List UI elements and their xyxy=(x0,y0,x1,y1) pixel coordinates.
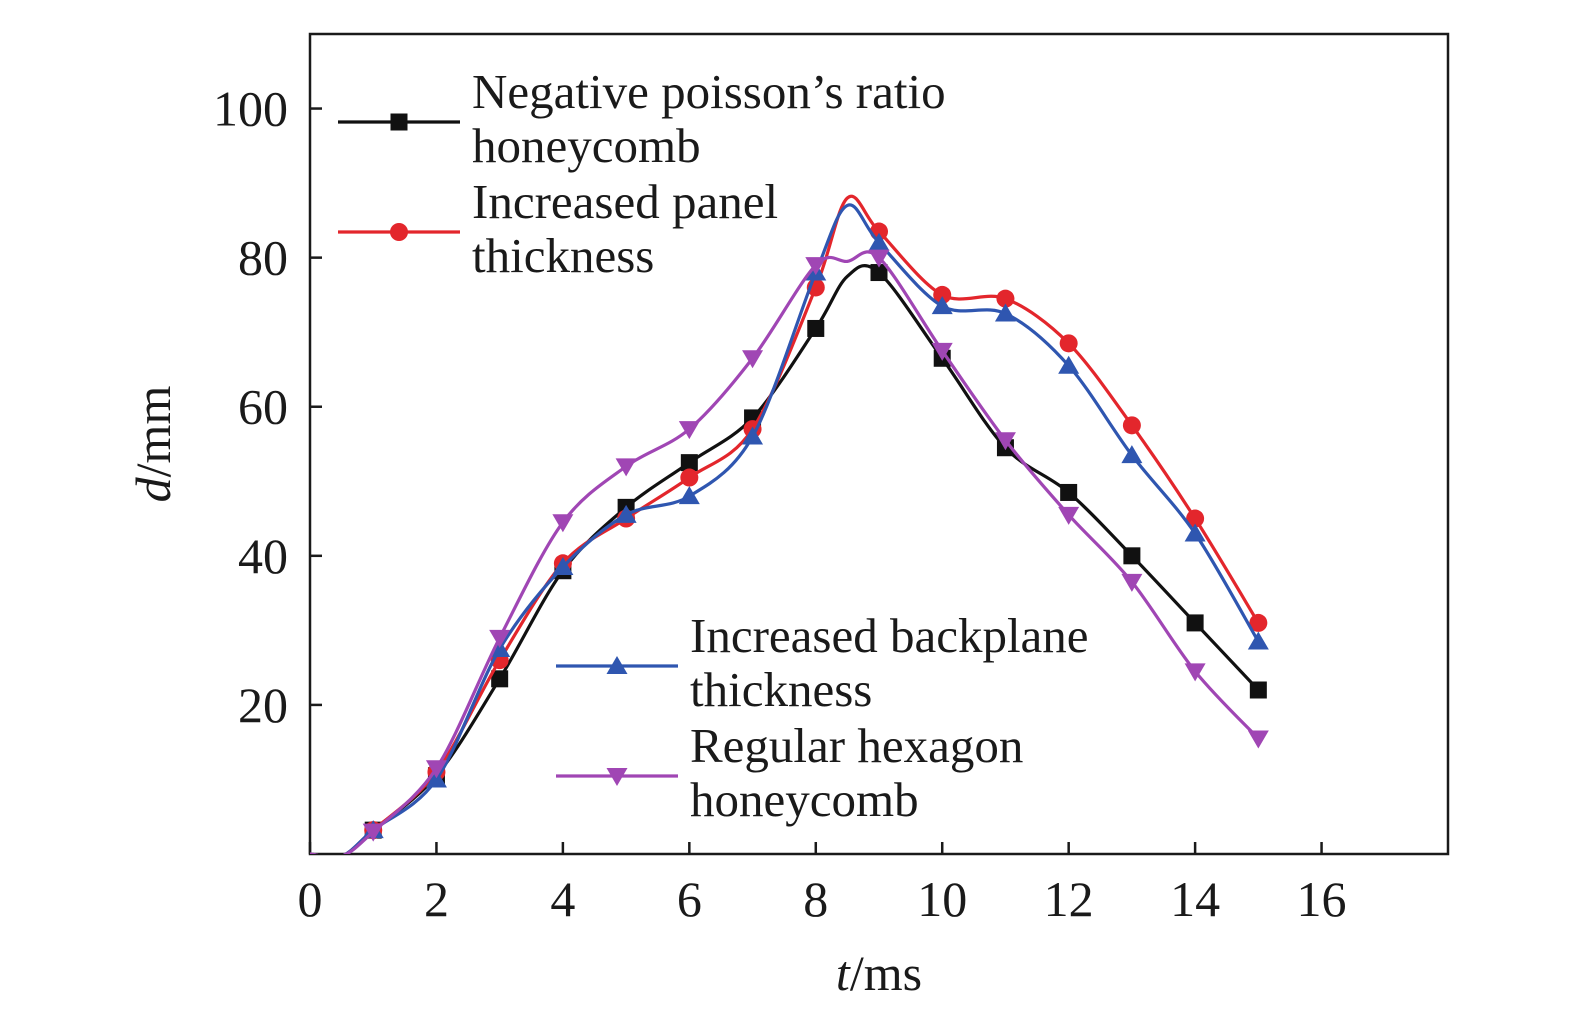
x-axis: 0 2 4 6 8 10 12 14 16 xyxy=(298,842,1347,927)
legend-label: thickness xyxy=(690,662,872,717)
data-point xyxy=(1121,445,1143,464)
legend-label: honeycomb xyxy=(690,772,919,827)
data-point xyxy=(931,296,953,315)
series-layer xyxy=(310,194,1269,854)
legend-label: honeycomb xyxy=(472,118,701,173)
x-tick-label: 0 xyxy=(298,871,323,927)
data-point xyxy=(933,285,952,304)
data-point xyxy=(994,432,1016,451)
legend-marker xyxy=(606,768,628,786)
legend-label: Negative poisson’s ratio xyxy=(472,64,946,119)
x-tick-label: 6 xyxy=(677,871,702,927)
data-point xyxy=(489,629,511,648)
x-axis-title: t/ms xyxy=(836,945,922,1001)
x-tick-label: 8 xyxy=(803,871,828,927)
data-point xyxy=(425,769,447,788)
data-point xyxy=(1060,483,1078,501)
legend-marker xyxy=(606,656,628,674)
data-point xyxy=(742,426,764,445)
series-line xyxy=(310,203,1260,854)
y-tick-label: 40 xyxy=(238,528,288,584)
data-point xyxy=(489,639,511,657)
data-point xyxy=(615,504,637,523)
data-point xyxy=(1058,506,1080,525)
data-point xyxy=(362,823,384,842)
data-point xyxy=(807,319,825,337)
data-point xyxy=(678,421,700,440)
plot-area xyxy=(308,32,1450,856)
legend-label: Increased panel xyxy=(472,174,778,229)
y-axis: 20 40 60 80 100 xyxy=(213,81,322,733)
data-point xyxy=(552,557,574,575)
y-tick-label: 20 xyxy=(238,677,288,733)
x-tick-label: 12 xyxy=(1044,871,1094,927)
data-point xyxy=(870,264,888,282)
data-point xyxy=(931,342,953,361)
legend-marker xyxy=(390,113,408,131)
data-point xyxy=(1247,631,1269,650)
data-point xyxy=(615,458,637,477)
data-point xyxy=(1122,416,1141,435)
legend-label: thickness xyxy=(472,228,654,283)
x-tick-label: 14 xyxy=(1170,871,1220,927)
data-point xyxy=(552,514,574,533)
x-tick-label: 10 xyxy=(917,871,967,927)
data-point xyxy=(1123,547,1141,565)
data-point xyxy=(425,760,447,779)
legend: Negative poisson’s ratiohoneycombIncreas… xyxy=(338,64,1089,827)
data-point xyxy=(805,257,827,276)
data-point xyxy=(1249,681,1267,699)
data-point xyxy=(1059,334,1078,353)
y-tick-label: 60 xyxy=(238,379,288,435)
legend-label: Increased backplane xyxy=(690,608,1089,663)
series-4 xyxy=(310,249,1269,854)
x-tick-label: 16 xyxy=(1297,871,1347,927)
data-point xyxy=(994,303,1016,322)
x-tick-label: 4 xyxy=(550,871,575,927)
data-point xyxy=(868,249,890,268)
data-point xyxy=(742,350,764,369)
y-tick-label: 100 xyxy=(213,81,288,137)
data-point xyxy=(1186,614,1204,632)
data-point xyxy=(1247,730,1269,749)
data-point xyxy=(491,670,509,688)
data-point xyxy=(868,232,890,251)
x-tick-label: 2 xyxy=(424,871,449,927)
data-point xyxy=(1186,509,1205,528)
data-point xyxy=(1184,523,1206,542)
data-point xyxy=(996,289,1015,308)
plot-frame xyxy=(308,32,1450,856)
legend-label: Regular hexagon xyxy=(690,718,1023,773)
data-point xyxy=(1058,355,1080,374)
legend-marker xyxy=(390,223,408,241)
y-tick-label: 80 xyxy=(238,230,288,286)
data-point xyxy=(1249,613,1268,632)
series-3 xyxy=(310,203,1269,854)
y-axis-title: d/mm xyxy=(125,386,181,503)
data-point xyxy=(680,468,699,487)
data-point xyxy=(678,486,700,505)
data-point xyxy=(1121,573,1143,592)
data-point xyxy=(1184,663,1206,682)
data-point xyxy=(680,454,698,472)
